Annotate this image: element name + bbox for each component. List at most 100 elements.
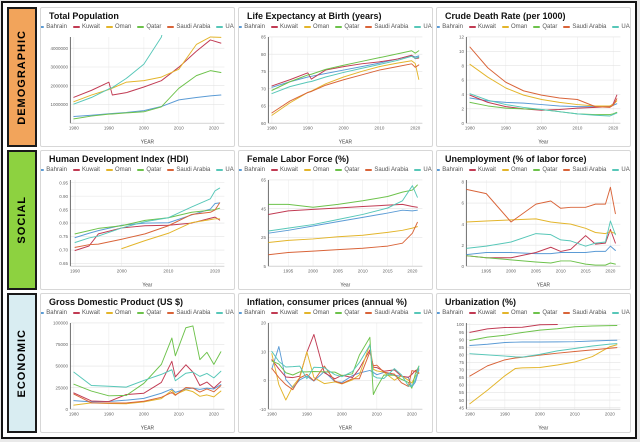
- legend-swatch: [216, 169, 224, 171]
- row-label-economic: ECONOMIC: [7, 293, 37, 433]
- svg-text:0.95: 0.95: [59, 180, 68, 185]
- row-label-social-text: SOCIAL: [16, 196, 28, 244]
- svg-text:20: 20: [261, 321, 266, 326]
- legend-label: Kuwait: [477, 24, 496, 30]
- svg-text:90: 90: [459, 337, 464, 342]
- legend-swatch: [533, 169, 541, 171]
- svg-text:50: 50: [459, 398, 464, 403]
- svg-text:1990: 1990: [302, 412, 312, 417]
- svg-text:2000: 2000: [117, 269, 127, 274]
- legend-label: Bahrain: [244, 24, 265, 30]
- legend-item-saudi-arabia: Saudi Arabia: [563, 166, 606, 174]
- legend-label: Qatar: [146, 310, 162, 316]
- svg-text:8: 8: [462, 63, 465, 68]
- legend-label: UAE: [621, 167, 630, 173]
- svg-text:3000000: 3000000: [50, 65, 68, 70]
- legend-item-qatar: Qatar: [533, 309, 557, 317]
- legend-item-kuwait: Kuwait: [468, 309, 496, 317]
- svg-text:2020: 2020: [407, 269, 417, 274]
- legend-item-bahrain: Bahrain: [41, 23, 67, 31]
- svg-text:6: 6: [462, 201, 465, 206]
- svg-text:2005: 2005: [531, 269, 541, 274]
- svg-text:45: 45: [261, 206, 266, 211]
- legend-item-qatar: Qatar: [533, 166, 557, 174]
- legend-swatch: [365, 312, 373, 314]
- svg-text:4: 4: [462, 92, 465, 97]
- svg-text:75: 75: [459, 360, 464, 365]
- legend-label: Qatar: [542, 167, 558, 173]
- line-chart-female-labor-force: 1995 2000 2005 2010 2015 2020 5 25 45 65 Year: [243, 175, 428, 288]
- legend-swatch: [105, 26, 113, 28]
- line-chart-inflation: 1980 1990 2000 2010 2020 -10 0 10 20 YEAR: [243, 318, 428, 431]
- legend-swatch: [612, 26, 620, 28]
- svg-text:75: 75: [261, 69, 266, 74]
- legend-label: UAE: [621, 24, 630, 30]
- legend-item-kuwait: Kuwait: [72, 309, 100, 317]
- legend-swatch: [612, 312, 620, 314]
- chart-panel-unemployment: Unemployment (% of labor force) Bahrain K…: [436, 150, 631, 290]
- legend-swatch: [72, 169, 80, 171]
- legend-swatch: [239, 169, 243, 171]
- svg-text:2020: 2020: [410, 126, 420, 131]
- chart-legend: Bahrain Kuwait Oman Qatar Saudi Arabia UAE: [239, 309, 432, 317]
- svg-text:80: 80: [459, 352, 464, 357]
- svg-text:50000: 50000: [55, 364, 68, 369]
- legend-item-qatar: Qatar: [137, 23, 161, 31]
- legend-swatch: [365, 169, 373, 171]
- legend-swatch: [414, 312, 422, 314]
- legend-item-uae: UAE: [216, 166, 234, 174]
- svg-text:70: 70: [261, 86, 266, 91]
- legend-label: UAE: [621, 310, 630, 316]
- legend-item-bahrain: Bahrain: [437, 23, 463, 31]
- legend-item-kuwait: Kuwait: [270, 166, 298, 174]
- legend-item-uae: UAE: [414, 23, 432, 31]
- legend-swatch: [365, 26, 373, 28]
- svg-text:1980: 1980: [267, 412, 277, 417]
- legend-item-uae: UAE: [216, 23, 234, 31]
- legend-label: Bahrain: [46, 24, 67, 30]
- svg-text:2020: 2020: [209, 412, 219, 417]
- svg-text:0.85: 0.85: [59, 207, 68, 212]
- legend-item-saudi-arabia: Saudi Arabia: [365, 166, 408, 174]
- legend-label: Qatar: [542, 310, 558, 316]
- svg-text:2015: 2015: [383, 269, 393, 274]
- legend-item-bahrain: Bahrain: [437, 309, 463, 317]
- legend-item-oman: Oman: [501, 309, 527, 317]
- chart-title: Crude Death Rate (per 1000): [445, 11, 566, 21]
- legend-label: Bahrain: [442, 310, 463, 316]
- svg-text:45: 45: [459, 405, 464, 410]
- legend-item-bahrain: Bahrain: [239, 23, 265, 31]
- legend-swatch: [335, 312, 343, 314]
- legend-swatch: [105, 169, 113, 171]
- line-chart-total-population: 1980 1990 2000 2010 2020 1000000 2000000 300000…: [45, 32, 230, 145]
- chart-panel-hdi: Human Development Index (HDI) Bahrain Kuw…: [40, 150, 235, 290]
- svg-text:65: 65: [261, 178, 266, 183]
- legend-label: Kuwait: [477, 167, 496, 173]
- legend-item-qatar: Qatar: [533, 23, 557, 31]
- legend-label: Qatar: [344, 167, 360, 173]
- legend-swatch: [533, 26, 541, 28]
- legend-item-oman: Oman: [501, 23, 527, 31]
- svg-text:2010: 2010: [556, 269, 566, 274]
- row-label-social: SOCIAL: [7, 150, 37, 290]
- legend-swatch: [41, 312, 45, 314]
- line-chart-urbanization: 1980 1990 2000 2010 2020 45 50 55 60 65 70 75 80 85 90…: [441, 318, 626, 431]
- svg-text:100000: 100000: [53, 321, 68, 326]
- svg-text:2000000: 2000000: [50, 83, 68, 88]
- svg-text:0: 0: [462, 264, 465, 269]
- legend-item-uae: UAE: [414, 166, 432, 174]
- legend-item-saudi-arabia: Saudi Arabia: [563, 309, 606, 317]
- svg-text:Year: Year: [538, 139, 548, 145]
- legend-item-bahrain: Bahrain: [239, 309, 265, 317]
- legend-swatch: [239, 26, 243, 28]
- legend-swatch: [167, 312, 175, 314]
- legend-item-uae: UAE: [612, 166, 630, 174]
- svg-text:1995: 1995: [481, 269, 491, 274]
- legend-item-saudi-arabia: Saudi Arabia: [167, 166, 210, 174]
- legend-swatch: [303, 169, 311, 171]
- svg-text:2020: 2020: [209, 126, 219, 131]
- chart-title: Urbanization (%): [445, 297, 516, 307]
- svg-text:25: 25: [261, 235, 266, 240]
- svg-text:1995: 1995: [283, 269, 293, 274]
- svg-text:6: 6: [462, 78, 465, 83]
